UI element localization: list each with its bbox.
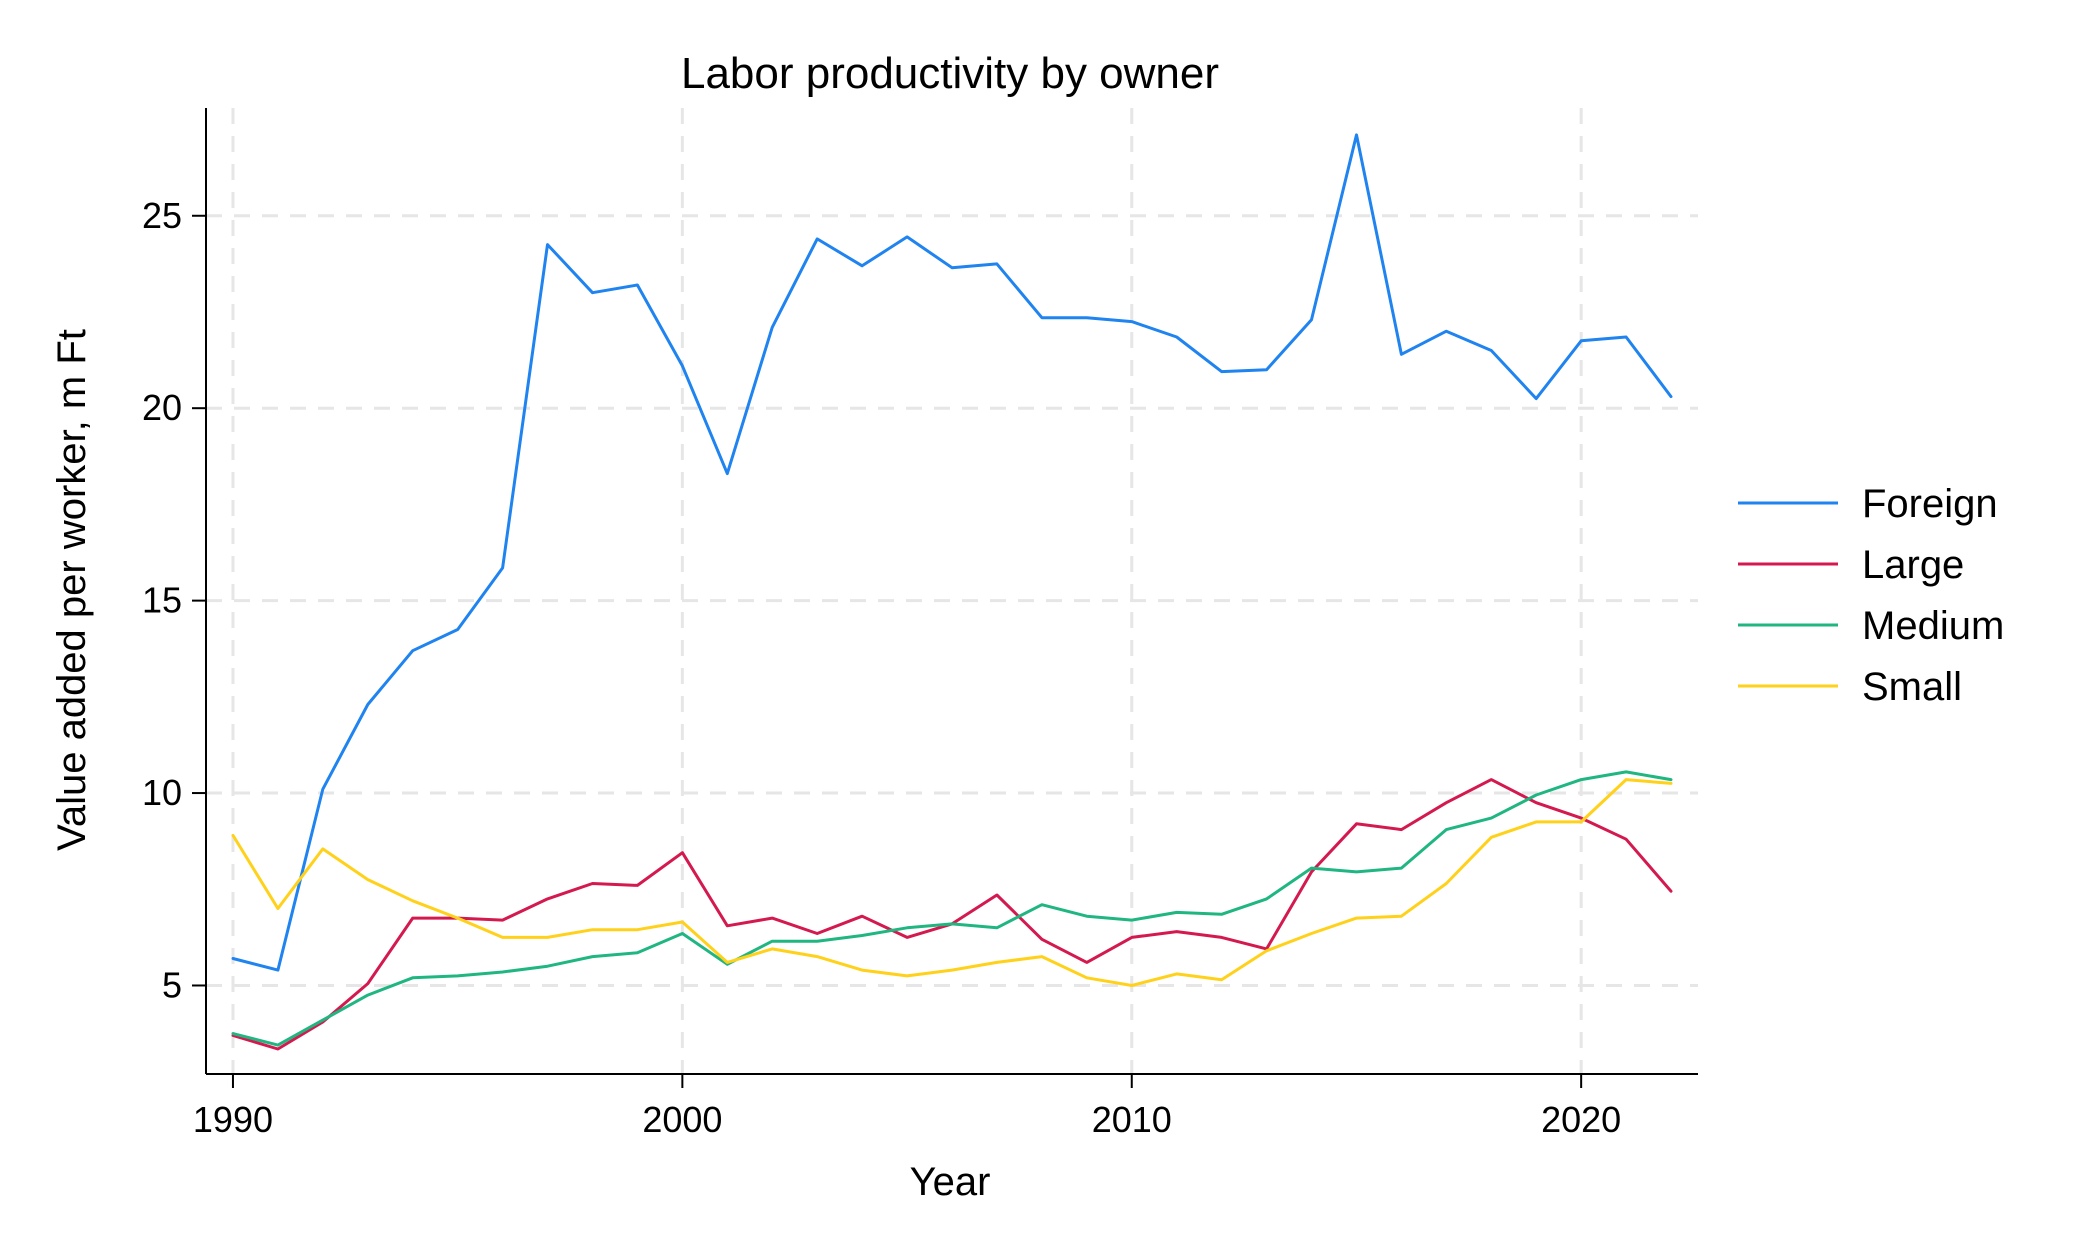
y-tick-label: 15 (142, 580, 182, 621)
y-tick-label: 5 (162, 964, 182, 1005)
series-line-small (231, 778, 1673, 987)
axes: 5 10 15 20 25 1990 2000 2010 2020 (142, 108, 1698, 1140)
legend-label-large: Large (1862, 543, 1964, 587)
series-line-medium (231, 770, 1673, 1047)
legend: Foreign Large Medium Small (1738, 482, 2004, 709)
legend-label-medium: Medium (1862, 604, 2004, 648)
x-tick-label: 2010 (1092, 1099, 1172, 1140)
chart-title: Labor productivity by owner (681, 49, 1219, 98)
x-tick-label: 1990 (193, 1099, 273, 1140)
y-tick-label: 25 (142, 195, 182, 236)
series-lines (231, 133, 1673, 1051)
y-tick-label: 20 (142, 387, 182, 428)
x-tick-label: 2020 (1541, 1099, 1621, 1140)
legend-label-small: Small (1862, 665, 1962, 709)
series-line-foreign (231, 133, 1673, 972)
x-axis-title: Year (910, 1160, 991, 1204)
y-tick-label: 10 (142, 772, 182, 813)
y-axis-title: Value added per worker, m Ft (50, 329, 94, 851)
legend-label-foreign: Foreign (1862, 482, 1998, 526)
x-tick-label: 2000 (642, 1099, 722, 1140)
grid-lines (206, 108, 1698, 1074)
